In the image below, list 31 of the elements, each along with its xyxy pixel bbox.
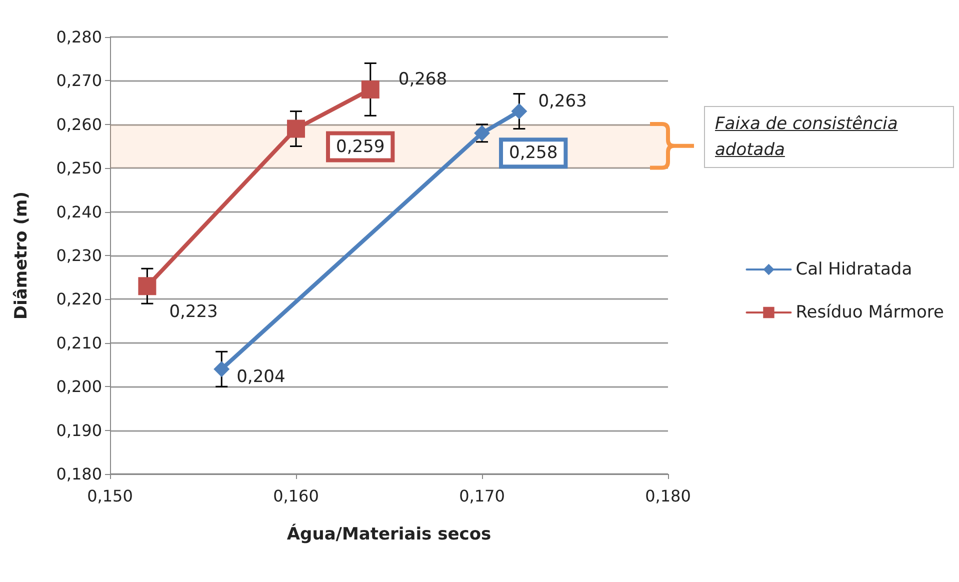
point [138,277,156,296]
x-tick-label: 0,170 [459,486,505,506]
x-axis-title: Água/Materiais secos [286,524,492,544]
y-axis-title: Diâmetro (m) [12,191,32,320]
y-tick-label: 0,220 [56,290,102,309]
y-tick-label: 0,180 [56,464,102,484]
data-label: 0,223 [169,302,218,322]
legend-label: Cal Hidratada [796,260,912,280]
data-label: 0,268 [398,69,448,90]
band-label: Faixa de consistência adotada [704,106,954,168]
y-tick-label: 0,260 [56,114,102,134]
data-label: 0,263 [538,91,587,112]
point [214,361,230,378]
y-tick-label: 0,250 [56,158,102,178]
y-tick-label: 0,280 [56,28,102,46]
y-tick-label: 0,230 [56,246,102,265]
point [361,80,380,98]
data-label: 0,204 [236,367,286,388]
data-label: 0,258 [509,143,558,164]
x-tick-label: 0,160 [273,486,319,506]
y-tick-label: 0,190 [56,420,102,440]
x-tick-label: 0,150 [87,486,133,506]
y-tick-label: 0,270 [56,71,102,90]
point [287,120,305,138]
data-label: 0,259 [336,136,385,157]
point [511,103,528,120]
legend-label: Resíduo Mármore [796,302,944,322]
y-tick-label: 0,210 [56,333,102,352]
y-tick-label: 0,200 [56,377,102,396]
y-tick-label: 0,240 [56,202,102,222]
x-tick-label: 0,180 [645,486,691,506]
